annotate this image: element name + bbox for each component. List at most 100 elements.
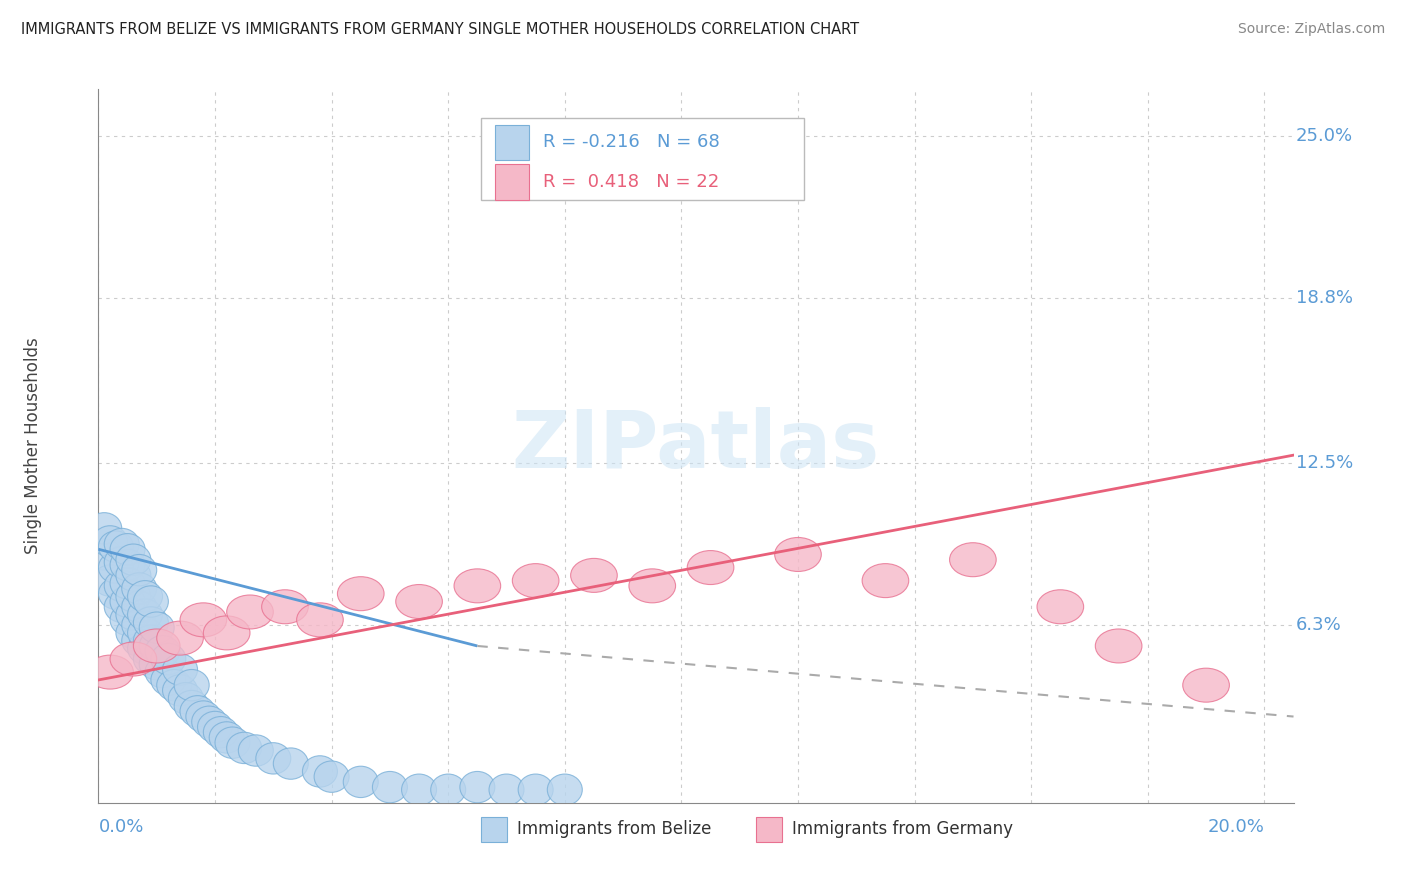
Ellipse shape bbox=[156, 621, 204, 655]
Text: 6.3%: 6.3% bbox=[1296, 616, 1341, 634]
Ellipse shape bbox=[122, 625, 156, 657]
Ellipse shape bbox=[98, 578, 134, 609]
Ellipse shape bbox=[115, 599, 150, 631]
Ellipse shape bbox=[110, 586, 145, 617]
Ellipse shape bbox=[489, 774, 524, 805]
Ellipse shape bbox=[688, 550, 734, 584]
Text: Immigrants from Belize: Immigrants from Belize bbox=[517, 821, 711, 838]
Ellipse shape bbox=[122, 591, 156, 623]
FancyBboxPatch shape bbox=[481, 817, 508, 842]
Ellipse shape bbox=[128, 581, 163, 612]
Ellipse shape bbox=[775, 538, 821, 572]
Ellipse shape bbox=[150, 643, 186, 674]
Ellipse shape bbox=[122, 555, 156, 586]
Ellipse shape bbox=[273, 747, 308, 780]
Ellipse shape bbox=[226, 732, 262, 764]
Ellipse shape bbox=[156, 670, 191, 701]
Ellipse shape bbox=[104, 528, 139, 559]
FancyBboxPatch shape bbox=[481, 118, 804, 200]
FancyBboxPatch shape bbox=[756, 817, 782, 842]
Ellipse shape bbox=[87, 655, 134, 690]
Ellipse shape bbox=[93, 525, 128, 558]
Ellipse shape bbox=[454, 569, 501, 603]
Ellipse shape bbox=[204, 615, 250, 650]
Text: Immigrants from Germany: Immigrants from Germany bbox=[792, 821, 1012, 838]
Text: R =  0.418   N = 22: R = 0.418 N = 22 bbox=[543, 173, 720, 191]
Ellipse shape bbox=[145, 657, 180, 688]
Ellipse shape bbox=[628, 569, 675, 603]
Ellipse shape bbox=[215, 727, 250, 758]
Ellipse shape bbox=[98, 531, 134, 562]
Text: 12.5%: 12.5% bbox=[1296, 454, 1353, 472]
Text: 18.8%: 18.8% bbox=[1296, 289, 1353, 308]
Ellipse shape bbox=[115, 581, 150, 612]
Ellipse shape bbox=[512, 564, 560, 598]
Ellipse shape bbox=[115, 544, 150, 575]
Ellipse shape bbox=[128, 633, 163, 665]
Ellipse shape bbox=[302, 756, 337, 787]
Ellipse shape bbox=[122, 609, 156, 640]
Ellipse shape bbox=[209, 722, 245, 753]
Ellipse shape bbox=[139, 631, 174, 662]
Ellipse shape bbox=[128, 617, 163, 648]
Text: Single Mother Households: Single Mother Households bbox=[24, 338, 42, 554]
Ellipse shape bbox=[134, 625, 169, 657]
Text: IMMIGRANTS FROM BELIZE VS IMMIGRANTS FROM GERMANY SINGLE MOTHER HOUSEHOLDS CORRE: IMMIGRANTS FROM BELIZE VS IMMIGRANTS FRO… bbox=[21, 22, 859, 37]
Ellipse shape bbox=[115, 559, 150, 591]
Ellipse shape bbox=[949, 542, 997, 577]
Ellipse shape bbox=[163, 654, 197, 685]
Ellipse shape bbox=[134, 629, 180, 663]
Ellipse shape bbox=[862, 564, 908, 598]
Ellipse shape bbox=[519, 774, 553, 805]
Ellipse shape bbox=[122, 573, 156, 604]
Ellipse shape bbox=[1038, 590, 1084, 624]
Ellipse shape bbox=[1095, 629, 1142, 663]
FancyBboxPatch shape bbox=[495, 164, 529, 200]
Ellipse shape bbox=[139, 612, 174, 643]
Ellipse shape bbox=[186, 701, 221, 732]
Ellipse shape bbox=[104, 547, 139, 578]
Ellipse shape bbox=[174, 690, 209, 722]
Ellipse shape bbox=[343, 766, 378, 797]
FancyBboxPatch shape bbox=[495, 125, 529, 161]
Ellipse shape bbox=[110, 533, 145, 565]
Ellipse shape bbox=[128, 599, 163, 631]
Ellipse shape bbox=[139, 648, 174, 680]
Ellipse shape bbox=[134, 607, 169, 638]
Ellipse shape bbox=[297, 603, 343, 637]
Ellipse shape bbox=[87, 539, 122, 570]
Ellipse shape bbox=[110, 549, 145, 581]
Ellipse shape bbox=[373, 772, 408, 803]
Ellipse shape bbox=[93, 565, 128, 596]
Ellipse shape bbox=[314, 761, 349, 792]
Text: 25.0%: 25.0% bbox=[1296, 128, 1353, 145]
Ellipse shape bbox=[337, 577, 384, 611]
Ellipse shape bbox=[115, 617, 150, 648]
Ellipse shape bbox=[239, 735, 273, 766]
Ellipse shape bbox=[134, 643, 169, 674]
Ellipse shape bbox=[104, 570, 139, 601]
Ellipse shape bbox=[110, 567, 145, 599]
Ellipse shape bbox=[402, 774, 436, 805]
Text: ZIPatlas: ZIPatlas bbox=[512, 407, 880, 485]
Ellipse shape bbox=[262, 590, 308, 624]
Ellipse shape bbox=[110, 642, 156, 676]
Ellipse shape bbox=[460, 772, 495, 803]
Ellipse shape bbox=[395, 584, 443, 618]
Ellipse shape bbox=[1182, 668, 1229, 702]
Ellipse shape bbox=[191, 706, 226, 738]
Ellipse shape bbox=[174, 670, 209, 701]
Ellipse shape bbox=[150, 665, 186, 696]
Ellipse shape bbox=[169, 682, 204, 714]
Text: Source: ZipAtlas.com: Source: ZipAtlas.com bbox=[1237, 22, 1385, 37]
Ellipse shape bbox=[197, 711, 232, 743]
Text: 0.0%: 0.0% bbox=[98, 819, 143, 837]
Ellipse shape bbox=[104, 591, 139, 623]
Ellipse shape bbox=[110, 604, 145, 635]
Ellipse shape bbox=[571, 558, 617, 592]
Text: 20.0%: 20.0% bbox=[1208, 819, 1264, 837]
Ellipse shape bbox=[98, 552, 134, 583]
Ellipse shape bbox=[430, 774, 465, 805]
Ellipse shape bbox=[145, 635, 180, 667]
Ellipse shape bbox=[87, 513, 122, 544]
